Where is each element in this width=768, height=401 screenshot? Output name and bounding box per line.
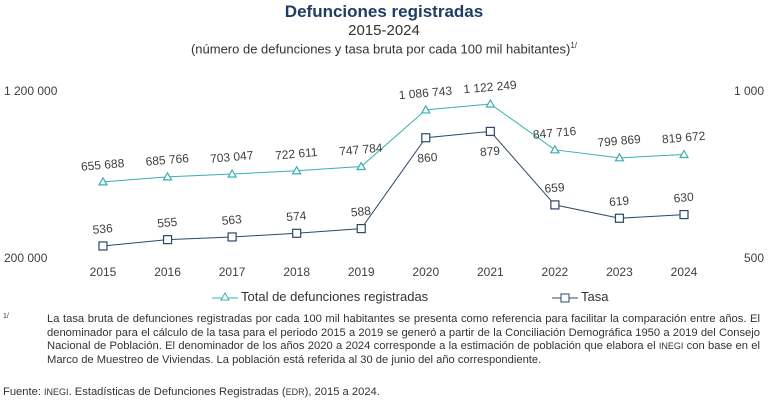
data-label: 574 xyxy=(286,208,307,224)
source: Fuente: INEGI. Estadísticas de Defuncion… xyxy=(3,386,380,398)
data-point xyxy=(485,126,495,137)
data-point xyxy=(292,228,302,238)
data-point xyxy=(227,168,238,178)
x-axis-tick: 2019 xyxy=(348,265,375,279)
data-label: 655 688 xyxy=(80,156,125,174)
x-axis-tick: 2016 xyxy=(154,265,181,279)
square-marker-icon xyxy=(552,293,578,302)
data-label: 685 766 xyxy=(145,151,190,169)
data-label: 703 047 xyxy=(210,148,255,166)
data-label: 536 xyxy=(92,221,113,237)
left-axis-tick: 200 000 xyxy=(4,251,48,265)
data-label: 588 xyxy=(350,204,371,220)
legend-item-total: Total de defunciones registradas xyxy=(212,289,428,304)
data-label: 619 xyxy=(609,193,630,209)
data-point xyxy=(227,232,237,242)
footnote-mark: 1/ xyxy=(3,313,9,320)
x-axis-tick: 2021 xyxy=(477,265,504,279)
data-label: 659 xyxy=(544,180,565,196)
data-point xyxy=(678,149,690,159)
chart-subtitle-2: (número de defunciones y tasa bruta por … xyxy=(190,41,578,57)
data-label: 1 086 743 xyxy=(398,84,453,103)
legend-item-tasa: Tasa xyxy=(552,289,608,304)
series-line-tasa xyxy=(102,130,685,247)
data-point xyxy=(679,209,689,220)
data-label: 1 122 249 xyxy=(463,78,518,97)
data-point xyxy=(356,161,367,171)
data-point xyxy=(97,176,109,186)
right-axis-tick: 500 xyxy=(744,251,764,265)
data-point xyxy=(162,171,173,181)
data-label: 847 716 xyxy=(532,124,577,142)
data-label: 555 xyxy=(157,215,178,231)
footnote: La tasa bruta de defunciones registradas… xyxy=(47,313,760,366)
data-point xyxy=(549,144,560,154)
data-point xyxy=(98,241,108,251)
data-point xyxy=(421,133,431,143)
x-axis-tick: 2020 xyxy=(412,265,439,279)
data-point xyxy=(291,165,302,175)
chart-title: Defunciones registradas xyxy=(284,2,484,21)
series-line-total xyxy=(102,103,685,183)
x-axis-tick: 2018 xyxy=(283,265,310,279)
data-label: 563 xyxy=(221,212,242,228)
x-axis-tick: 2017 xyxy=(219,265,246,279)
data-point xyxy=(420,104,431,114)
data-label: 747 784 xyxy=(339,141,384,159)
right-axis-tick: 1 000 xyxy=(734,84,764,98)
chart-subtitle: 2015-2024 xyxy=(348,22,420,39)
data-point xyxy=(614,152,625,162)
data-label: 799 869 xyxy=(597,132,642,150)
data-label: 860 xyxy=(417,150,438,166)
chart: 1 200 000 200 000 1 000 500 2015 2016 2017 2018… xyxy=(4,78,764,279)
data-label: 630 xyxy=(673,190,694,206)
data-point xyxy=(356,224,366,234)
x-axis-tick: 2023 xyxy=(606,265,633,279)
x-axis-tick: 2022 xyxy=(542,265,569,279)
data-point xyxy=(485,98,496,108)
left-axis-tick: 1 200 000 xyxy=(4,84,58,98)
data-label: 722 611 xyxy=(275,145,319,163)
triangle-marker-icon xyxy=(212,291,238,300)
data-point xyxy=(550,200,560,210)
data-point xyxy=(614,213,625,223)
data-label: 879 xyxy=(479,144,500,160)
x-axis-tick: 2024 xyxy=(671,265,698,279)
data-label: 819 672 xyxy=(661,129,706,147)
x-axis-tick: 2015 xyxy=(90,265,117,279)
data-point xyxy=(162,235,173,245)
